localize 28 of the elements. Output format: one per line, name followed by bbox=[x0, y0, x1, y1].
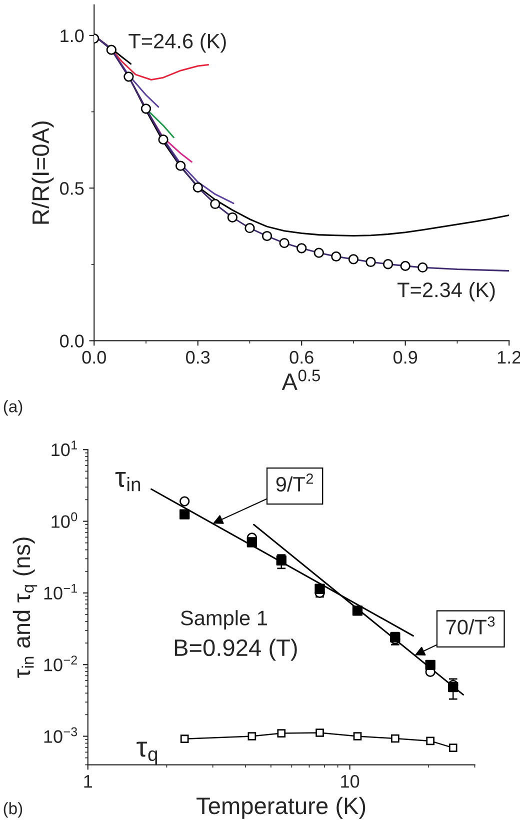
y-axis-title: R/R(I=0A) bbox=[32, 121, 54, 224]
x-axis-title: Temperature (K) bbox=[196, 796, 366, 819]
x-tick-label: 0.6 bbox=[290, 350, 314, 364]
annotation: B=0.924 (T) bbox=[174, 638, 297, 661]
annotation: 70/T$^{3}$ bbox=[446, 616, 495, 634]
y-axis-title: τ$_{in}$ and τ$_{q}$ (ns) bbox=[12, 538, 38, 678]
y-tick-label: 0.0 bbox=[60, 334, 84, 348]
x-axis-title: A$^{0.5}$ bbox=[282, 370, 320, 390]
y-tick-label: 10$^{−3}$ bbox=[44, 727, 78, 743]
x-tick-label: 0.9 bbox=[393, 350, 418, 364]
annotation: T=24.6 (K) bbox=[128, 33, 226, 53]
text: (b) bbox=[4, 802, 22, 818]
annotation: τ$_{in}$ bbox=[115, 472, 140, 492]
x-tick-label: 1 bbox=[84, 775, 92, 788]
x-tick-label: 10 bbox=[341, 774, 360, 788]
x-tick-label: 0.0 bbox=[82, 350, 106, 364]
y-tick-label: 0.5 bbox=[60, 182, 84, 195]
x-tick-label: 0.3 bbox=[186, 350, 210, 364]
y-tick-label: 1.0 bbox=[60, 29, 84, 42]
annotation: Sample 1 bbox=[180, 610, 267, 630]
annotation: 9/T$^{2}$ bbox=[276, 474, 314, 492]
y-tick-label: 10$^{−1}$ bbox=[44, 584, 77, 600]
y-tick-label: 10$^{1}$ bbox=[52, 440, 78, 456]
y-tick-label: 10$^{0}$ bbox=[52, 512, 78, 528]
annotation: T=2.34 (K) bbox=[398, 282, 495, 302]
annotation: τ$_{q}$ bbox=[136, 742, 158, 765]
y-tick-label: 10$^{−2}$ bbox=[44, 656, 77, 672]
text: (a) bbox=[4, 400, 22, 416]
